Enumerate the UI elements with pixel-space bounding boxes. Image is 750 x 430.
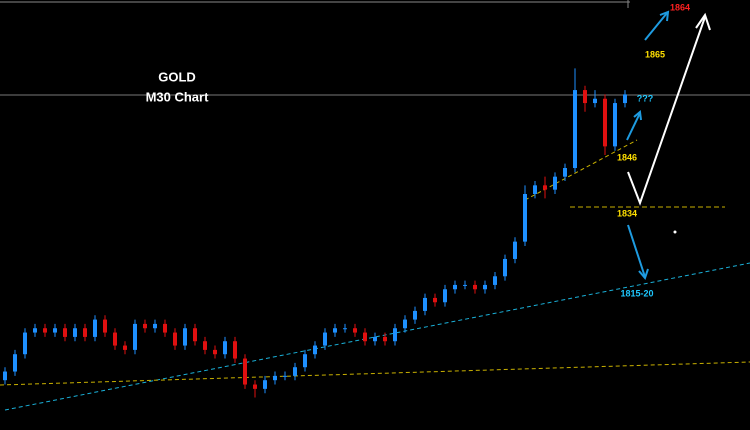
arrow-head xyxy=(638,268,649,280)
chart-subtitle: M30 Chart xyxy=(146,89,210,104)
annotation: ??? xyxy=(637,93,654,103)
candle-body xyxy=(73,328,77,337)
candle-body xyxy=(283,375,287,377)
candle-body xyxy=(123,345,127,350)
candle-body xyxy=(363,332,367,342)
candle-body xyxy=(593,98,597,104)
candle-body xyxy=(543,185,547,190)
annotation: 1865 xyxy=(645,49,665,59)
arrow-head xyxy=(633,110,642,121)
candle-body xyxy=(173,332,177,346)
candle-body xyxy=(93,319,97,337)
candle-body xyxy=(473,284,477,290)
candle-body xyxy=(433,297,437,303)
candle-body xyxy=(243,358,247,385)
candle-body xyxy=(613,103,617,147)
candle-body xyxy=(493,276,497,285)
arrows xyxy=(626,10,670,280)
candle-body xyxy=(483,284,487,290)
candle-body xyxy=(163,323,167,333)
candle-body xyxy=(413,310,417,320)
candle-body xyxy=(323,332,327,346)
candle-body xyxy=(513,241,517,259)
candle-body xyxy=(443,289,447,303)
annotation: 1846 xyxy=(617,152,637,162)
candle-body xyxy=(303,354,307,368)
candle-body xyxy=(603,98,607,147)
candle-body xyxy=(383,336,387,342)
candle-body xyxy=(83,328,87,337)
candle-body xyxy=(53,328,57,333)
candle-body xyxy=(623,94,627,104)
candle-body xyxy=(183,328,187,346)
candle-body xyxy=(193,328,197,342)
candle-body xyxy=(293,367,297,376)
annotation: 1834 xyxy=(617,208,637,218)
candle-body xyxy=(203,341,207,350)
arrow-head xyxy=(659,10,670,22)
trend-line xyxy=(4,262,750,411)
annotation: 1864 xyxy=(670,2,690,12)
projection-arrow xyxy=(627,16,706,206)
candle-body xyxy=(393,328,397,342)
candle-body xyxy=(463,284,467,286)
arrow xyxy=(644,12,668,41)
arrow xyxy=(626,112,641,141)
candle-body xyxy=(63,328,67,337)
candle-body xyxy=(3,371,7,381)
candle-body xyxy=(33,328,37,333)
candles xyxy=(3,68,627,398)
candle-body xyxy=(23,332,27,355)
annotation: 1815-20 xyxy=(620,288,653,298)
arrow xyxy=(627,224,646,278)
candle-body xyxy=(553,176,557,190)
candle-body xyxy=(213,349,217,355)
candle-body xyxy=(153,323,157,329)
candle-body xyxy=(223,341,227,355)
candle-body xyxy=(333,328,337,333)
candle-body xyxy=(133,323,137,350)
chart-title: GOLD xyxy=(158,69,196,84)
candle-body xyxy=(563,168,567,177)
candle-body xyxy=(43,328,47,333)
candle-body xyxy=(343,328,347,330)
candle-body xyxy=(403,319,407,329)
candle-body xyxy=(253,384,257,389)
candle-body xyxy=(13,354,17,372)
support-line xyxy=(524,139,638,201)
candle-body xyxy=(583,90,587,104)
dot xyxy=(673,230,677,234)
candle-body xyxy=(113,332,117,346)
candle-body xyxy=(103,319,107,333)
candle-body xyxy=(503,258,507,277)
candle-body xyxy=(523,193,527,242)
candle-body xyxy=(453,284,457,290)
arrow-head xyxy=(695,12,711,31)
candle-body xyxy=(423,297,427,311)
candle-body xyxy=(573,90,577,169)
candle-body xyxy=(373,336,377,342)
candle-body xyxy=(353,328,357,333)
trend-line xyxy=(0,361,750,386)
candle-body xyxy=(233,341,237,359)
candle-body xyxy=(533,185,537,194)
candle-body xyxy=(263,380,267,389)
candle-body xyxy=(143,323,147,329)
candle-body xyxy=(313,345,317,355)
candle-body xyxy=(273,375,277,381)
